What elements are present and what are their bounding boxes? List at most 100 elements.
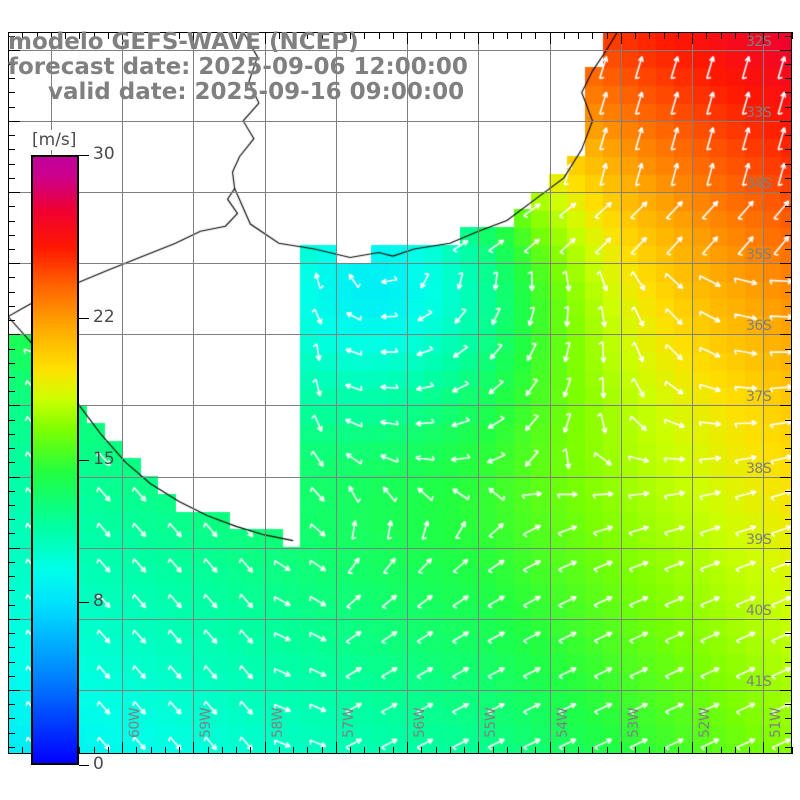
tick-lon-top <box>706 32 707 39</box>
tick-lon-bottom <box>393 747 394 754</box>
tick-lat-right <box>780 263 792 264</box>
gridline-parallel <box>8 192 792 193</box>
tick-lon-top <box>208 32 209 39</box>
tick-lat-left <box>8 135 15 136</box>
tick-lon-top <box>51 32 52 44</box>
tick-lon-top <box>493 32 494 39</box>
longitude-label: 54W <box>554 707 571 738</box>
tick-lat-right <box>785 704 792 705</box>
tick-lon-bottom <box>136 747 137 754</box>
tick-lon-bottom <box>8 747 9 754</box>
tick-lat-right <box>780 477 792 478</box>
tick-lat-left <box>8 676 15 677</box>
longitude-label: 53W <box>625 707 642 738</box>
tick-lon-bottom <box>778 747 779 754</box>
tick-lon-top <box>564 32 565 39</box>
tick-lon-bottom <box>464 747 465 754</box>
tick-lon-top <box>678 32 679 39</box>
longitude-label: 52W <box>697 707 714 738</box>
tick-lon-top <box>307 32 308 39</box>
tick-lon-bottom <box>763 742 764 754</box>
tick-lat-right <box>785 491 792 492</box>
tick-lon-top <box>450 32 451 39</box>
tick-lat-left <box>8 164 15 165</box>
tick-lon-top <box>550 32 551 44</box>
tick-lon-bottom <box>22 747 23 754</box>
tick-lon-bottom <box>664 747 665 754</box>
latitude-label: 35S <box>746 247 772 264</box>
tick-lat-right <box>785 576 792 577</box>
tick-lat-left <box>8 718 15 719</box>
tick-lon-bottom <box>550 742 551 754</box>
colorbar-unit-label: [m/s] <box>30 130 79 150</box>
tick-lon-top <box>364 32 365 39</box>
tick-lat-left <box>8 462 15 463</box>
tick-lat-right <box>785 164 792 165</box>
tick-lat-left <box>8 704 15 705</box>
tick-lat-left <box>8 178 15 179</box>
tick-lon-bottom <box>450 747 451 754</box>
tick-lon-top <box>763 32 764 44</box>
tick-lat-right <box>785 434 792 435</box>
colorbar-tick-label: 15 <box>93 449 115 469</box>
tick-lon-bottom <box>678 747 679 754</box>
tick-lat-right <box>785 64 792 65</box>
latitude-label: 32S <box>746 33 772 50</box>
longitude-label: 59W <box>198 707 215 738</box>
tick-lon-top <box>79 32 80 39</box>
tick-lat-right <box>785 320 792 321</box>
tick-lon-top <box>65 32 66 39</box>
colorbar-tick-label: 0 <box>93 754 104 774</box>
tick-lon-top <box>649 32 650 39</box>
gridline-meridian <box>550 32 551 754</box>
tick-lat-right <box>785 647 792 648</box>
tick-lat-right <box>785 533 792 534</box>
tick-lon-bottom <box>493 747 494 754</box>
tick-lat-right <box>785 590 792 591</box>
longitude-label: 51W <box>768 707 785 738</box>
tick-lat-left <box>8 747 15 748</box>
tick-lon-bottom <box>706 747 707 754</box>
tick-lon-bottom <box>151 747 152 754</box>
tick-lat-left <box>8 235 15 236</box>
tick-lat-left <box>8 263 20 264</box>
longitude-label: 55W <box>483 707 500 738</box>
tick-lat-right <box>785 505 792 506</box>
tick-lat-left <box>8 477 20 478</box>
tick-lon-top <box>350 32 351 39</box>
tick-lon-top <box>721 32 722 39</box>
tick-lon-top <box>436 32 437 39</box>
tick-lon-bottom <box>350 747 351 754</box>
tick-lat-left <box>8 619 20 620</box>
tick-lon-bottom <box>735 747 736 754</box>
tick-lon-bottom <box>635 747 636 754</box>
tick-lon-bottom <box>108 747 109 754</box>
tick-lat-right <box>785 633 792 634</box>
tick-lon-bottom <box>792 747 793 754</box>
tick-lat-left <box>8 605 15 606</box>
tick-lon-bottom <box>749 747 750 754</box>
tick-lat-right <box>785 676 792 677</box>
tick-lon-top <box>165 32 166 39</box>
tick-lon-top <box>792 32 793 39</box>
tick-lat-right <box>785 78 792 79</box>
tick-lat-left <box>8 377 15 378</box>
tick-lat-left <box>8 64 15 65</box>
gridline-meridian <box>692 32 693 754</box>
tick-lat-right <box>785 206 792 207</box>
tick-lon-bottom <box>322 747 323 754</box>
tick-lon-top <box>293 32 294 39</box>
tick-lat-left <box>8 633 15 634</box>
tick-lat-right <box>785 448 792 449</box>
tick-lat-left <box>8 391 15 392</box>
tick-lon-bottom <box>293 747 294 754</box>
tick-lat-right <box>785 662 792 663</box>
tick-lon-bottom <box>621 742 622 754</box>
tick-lat-right <box>785 562 792 563</box>
tick-lon-bottom <box>478 742 479 754</box>
tick-lon-top <box>521 32 522 39</box>
longitude-label: 60W <box>127 707 144 738</box>
gridline-parallel <box>8 619 792 620</box>
gridline-meridian <box>265 32 266 754</box>
